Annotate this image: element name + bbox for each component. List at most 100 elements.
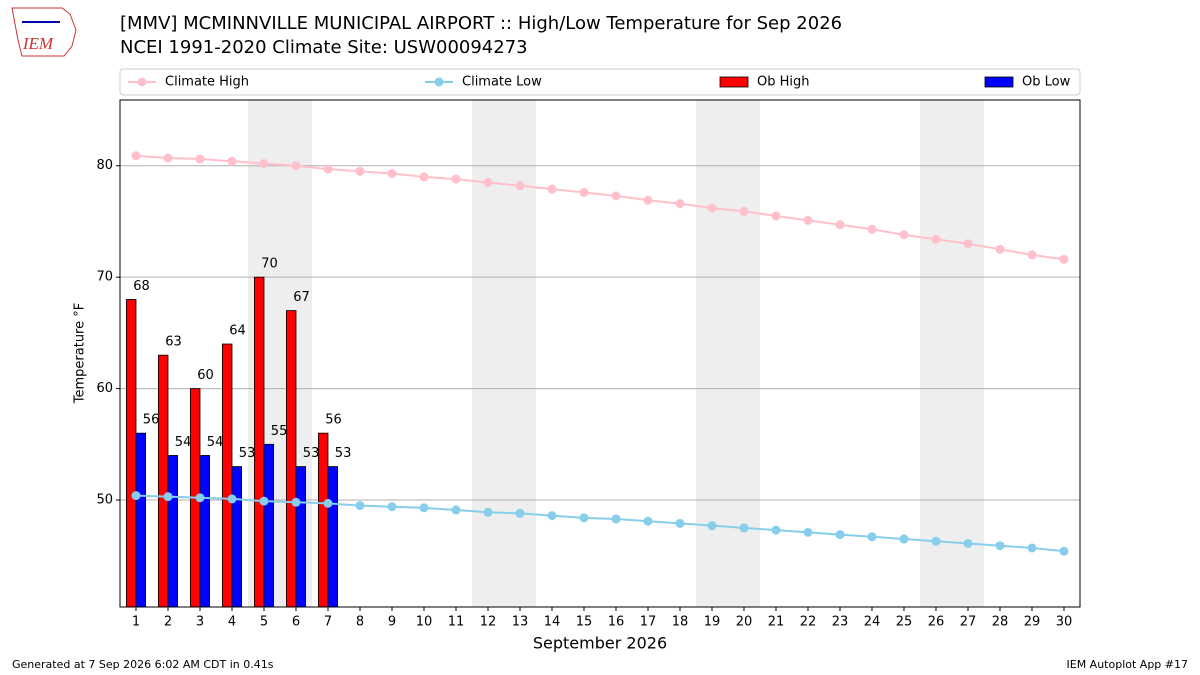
bar-label: 55: [271, 424, 288, 439]
line-point: [387, 169, 397, 179]
line-point: [867, 224, 877, 234]
bar: [221, 343, 233, 608]
bar-label: 60: [197, 368, 214, 383]
line-point: [131, 491, 141, 501]
chart-title: [MMV] MCMINNVILLE MUNICIPAL AIRPORT :: H…: [120, 13, 842, 34]
line-point: [995, 541, 1005, 551]
bar: [263, 443, 275, 608]
line-point: [291, 161, 301, 171]
line-point: [675, 199, 685, 209]
bar: [231, 466, 243, 608]
line-point: [483, 177, 493, 187]
legend-label: Ob Low: [1022, 75, 1071, 90]
y-tick-label: 70: [96, 270, 113, 285]
line-point: [355, 166, 365, 176]
line-point: [675, 518, 685, 528]
line-point: [1027, 543, 1037, 553]
logo: IEM: [11, 7, 77, 57]
line-point: [771, 211, 781, 221]
bar: [317, 432, 329, 608]
bar: [285, 310, 297, 608]
line-point: [515, 181, 525, 191]
line-point: [131, 151, 141, 161]
line-point: [579, 513, 589, 523]
x-tick-label: 1: [132, 615, 140, 630]
x-tick-label: 24: [864, 615, 881, 630]
line-point: [739, 206, 749, 216]
line-point: [899, 230, 909, 240]
legend-swatch: [719, 76, 749, 88]
chart-subtitle: NCEI 1991-2020 Climate Site: USW00094273: [120, 37, 528, 58]
x-tick-label: 21: [768, 615, 785, 630]
line-point: [899, 534, 909, 544]
x-tick-label: 17: [640, 615, 657, 630]
line-point: [803, 215, 813, 225]
x-tick-label: 22: [800, 615, 817, 630]
line-point: [931, 234, 941, 244]
x-tick-label: 3: [196, 615, 204, 630]
y-tick-label: 80: [96, 158, 113, 173]
weekend-band: [920, 100, 952, 607]
line-point: [771, 525, 781, 535]
bar: [126, 299, 137, 608]
weekend-band: [504, 100, 536, 607]
x-tick-label: 27: [960, 615, 977, 630]
bar: [135, 432, 147, 608]
logo-outline: [11, 7, 77, 57]
line-point: [547, 184, 557, 194]
line-point: [803, 527, 813, 537]
line-point: [1059, 546, 1069, 556]
bar: [157, 354, 169, 608]
line-point: [611, 514, 621, 524]
x-tick-label: 26: [928, 615, 945, 630]
footer-left: Generated at 7 Sep 2026 6:02 AM CDT in 0…: [12, 658, 274, 671]
line-point: [323, 498, 333, 508]
weekend-band: [952, 100, 984, 607]
footer-right: IEM Autoplot App #17: [1067, 658, 1189, 671]
line-point: [291, 497, 301, 507]
line-point: [387, 502, 397, 512]
line-point: [739, 523, 749, 533]
x-tick-label: 29: [1024, 615, 1041, 630]
x-tick-label: 10: [416, 615, 433, 630]
line-point: [931, 536, 941, 546]
x-tick-label: 4: [228, 615, 236, 630]
x-tick-label: 12: [480, 615, 497, 630]
legend-marker: [137, 77, 147, 87]
x-tick-label: 19: [704, 615, 721, 630]
bar-label: 53: [303, 446, 320, 461]
x-tick-label: 28: [992, 615, 1009, 630]
line-point: [419, 172, 429, 182]
bar: [199, 455, 211, 608]
x-tick-label: 2: [164, 615, 172, 630]
weekend-band: [696, 100, 728, 607]
bar-label: 67: [293, 290, 310, 305]
line-point: [163, 153, 173, 163]
bar-label: 53: [239, 446, 256, 461]
bar-label: 64: [229, 324, 246, 339]
legend-label: Ob High: [757, 75, 810, 90]
x-tick-label: 7: [324, 615, 332, 630]
plot-frame: [119, 99, 1081, 608]
bar-label: 54: [175, 435, 192, 450]
bar-label: 70: [261, 257, 278, 272]
x-tick-label: 30: [1056, 615, 1073, 630]
line-point: [547, 511, 557, 521]
bar-label: 68: [133, 279, 150, 294]
line-point: [227, 494, 237, 504]
line-point: [611, 191, 621, 201]
bar: [253, 276, 265, 608]
weekend-band: [472, 100, 504, 607]
x-tick-label: 15: [576, 615, 593, 630]
bar: [327, 466, 339, 608]
line-point: [1059, 254, 1069, 264]
x-tick-label: 13: [512, 615, 529, 630]
line-point: [643, 516, 653, 526]
line-point: [1027, 250, 1037, 260]
bar-label: 56: [143, 413, 160, 428]
x-tick-label: 9: [388, 615, 396, 630]
legend-marker: [434, 77, 444, 87]
x-tick-label: 5: [260, 615, 268, 630]
line-point: [483, 507, 493, 517]
weekend-band: [728, 100, 760, 607]
